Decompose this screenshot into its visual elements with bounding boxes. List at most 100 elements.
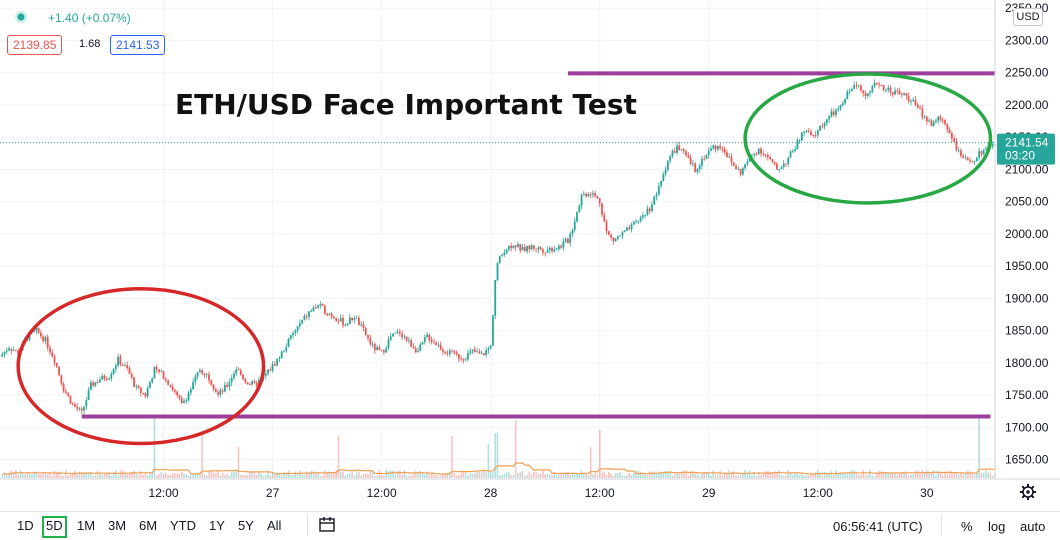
percent-toggle[interactable]: % <box>961 519 973 534</box>
volume-bar <box>17 475 19 478</box>
volume-bar <box>748 470 751 478</box>
candle-body <box>932 122 935 126</box>
candle-body <box>903 93 906 95</box>
candle-body <box>589 194 592 196</box>
volume-bars <box>1 415 996 478</box>
bid-price-box[interactable]: 2139.85 <box>7 35 63 55</box>
volume-bar <box>637 470 640 478</box>
volume-bar <box>428 474 431 478</box>
candle-body <box>735 165 737 169</box>
candle-body <box>160 371 163 373</box>
volume-bar <box>505 472 508 478</box>
volume-bar <box>271 472 274 478</box>
candle-body <box>746 161 749 165</box>
volume-bar <box>510 475 512 478</box>
candle-body <box>780 167 783 170</box>
candle-body <box>342 317 344 326</box>
volume-bar <box>60 475 63 478</box>
candle-body <box>89 382 92 390</box>
candle-body <box>653 196 656 205</box>
y-tick-label: 1750.00 <box>1005 388 1049 402</box>
ask-price-box[interactable]: 2141.53 <box>110 35 166 55</box>
volume-bar <box>369 471 372 478</box>
volume-bar <box>753 471 756 478</box>
date-range-icon[interactable] <box>318 516 336 539</box>
candle-body <box>85 400 88 407</box>
volume-bar <box>705 471 708 478</box>
timeframe-ytd[interactable]: YTD <box>170 518 196 533</box>
candle-body <box>124 365 126 366</box>
candle-body <box>355 317 358 319</box>
volume-bar <box>165 472 167 478</box>
volume-bar <box>960 471 962 478</box>
candle-body <box>978 151 980 158</box>
volume-bar <box>274 475 276 478</box>
candle-body <box>76 406 79 410</box>
volume-bar <box>803 475 805 478</box>
volume-bar <box>569 475 571 478</box>
volume-bar <box>814 471 817 478</box>
volume-bar <box>773 471 776 478</box>
currency-badge[interactable]: USD <box>1013 8 1043 26</box>
candle-body <box>616 236 619 239</box>
volume-bar <box>644 473 646 478</box>
volume-bar <box>360 475 362 478</box>
timeframe-all[interactable]: All <box>267 518 282 533</box>
volume-bar <box>769 471 771 478</box>
timeframe-1d[interactable]: 1D <box>17 518 34 533</box>
auto-toggle[interactable]: auto <box>1020 519 1046 534</box>
candle-body <box>176 391 179 395</box>
candle-body <box>610 234 612 238</box>
volume-bar <box>762 472 765 478</box>
log-toggle[interactable]: log <box>988 519 1006 534</box>
volume-bar <box>780 475 783 478</box>
volume-bar <box>489 471 492 478</box>
volume-bar <box>483 470 485 478</box>
candle-body <box>544 252 547 254</box>
volume-bar <box>110 475 113 478</box>
volume-bar <box>496 433 499 478</box>
volume-bar <box>251 472 253 478</box>
gear-icon[interactable] <box>1020 484 1036 500</box>
volume-bar <box>948 470 951 478</box>
volume-bar <box>526 475 528 478</box>
last-price-tag <box>997 133 1055 165</box>
utc-clock[interactable]: 06:56:41 (UTC) <box>833 519 923 534</box>
volume-bar <box>108 473 110 478</box>
timeframe-5d[interactable]: 5D <box>42 516 67 538</box>
timeframe-3m[interactable]: 3M <box>108 518 127 533</box>
volume-bar <box>844 473 846 478</box>
candle-body <box>832 111 835 115</box>
volume-bar <box>321 475 324 478</box>
volume-bar <box>458 475 460 478</box>
timeframe-1m[interactable]: 1M <box>77 518 96 533</box>
volume-bar <box>430 473 433 478</box>
candle-body <box>498 256 501 263</box>
volume-bar <box>269 475 272 478</box>
volume-bar <box>642 474 644 478</box>
candle-body <box>962 155 965 159</box>
candle-body <box>925 116 928 122</box>
volume-bar <box>124 472 126 478</box>
timeframe-5y[interactable]: 5Y <box>238 518 254 533</box>
volume-bar <box>133 470 135 478</box>
volume-bar <box>742 474 744 478</box>
candle-body <box>448 350 451 355</box>
candle-body <box>453 351 456 353</box>
candle-body <box>310 311 313 313</box>
volume-bar <box>383 475 385 478</box>
volume-bar <box>498 475 501 478</box>
volume-bar <box>244 475 247 478</box>
candle-body <box>62 383 65 392</box>
candle-body <box>451 350 453 352</box>
volume-bar <box>987 472 989 478</box>
timeframe-1y[interactable]: 1Y <box>209 518 225 533</box>
candle-body <box>557 245 560 250</box>
timeframe-6m[interactable]: 6M <box>139 518 158 533</box>
candle-body <box>707 150 710 156</box>
volume-bar <box>280 475 283 478</box>
volume-bar <box>916 470 919 478</box>
volume-bar <box>794 473 796 478</box>
volume-bar <box>891 473 894 478</box>
